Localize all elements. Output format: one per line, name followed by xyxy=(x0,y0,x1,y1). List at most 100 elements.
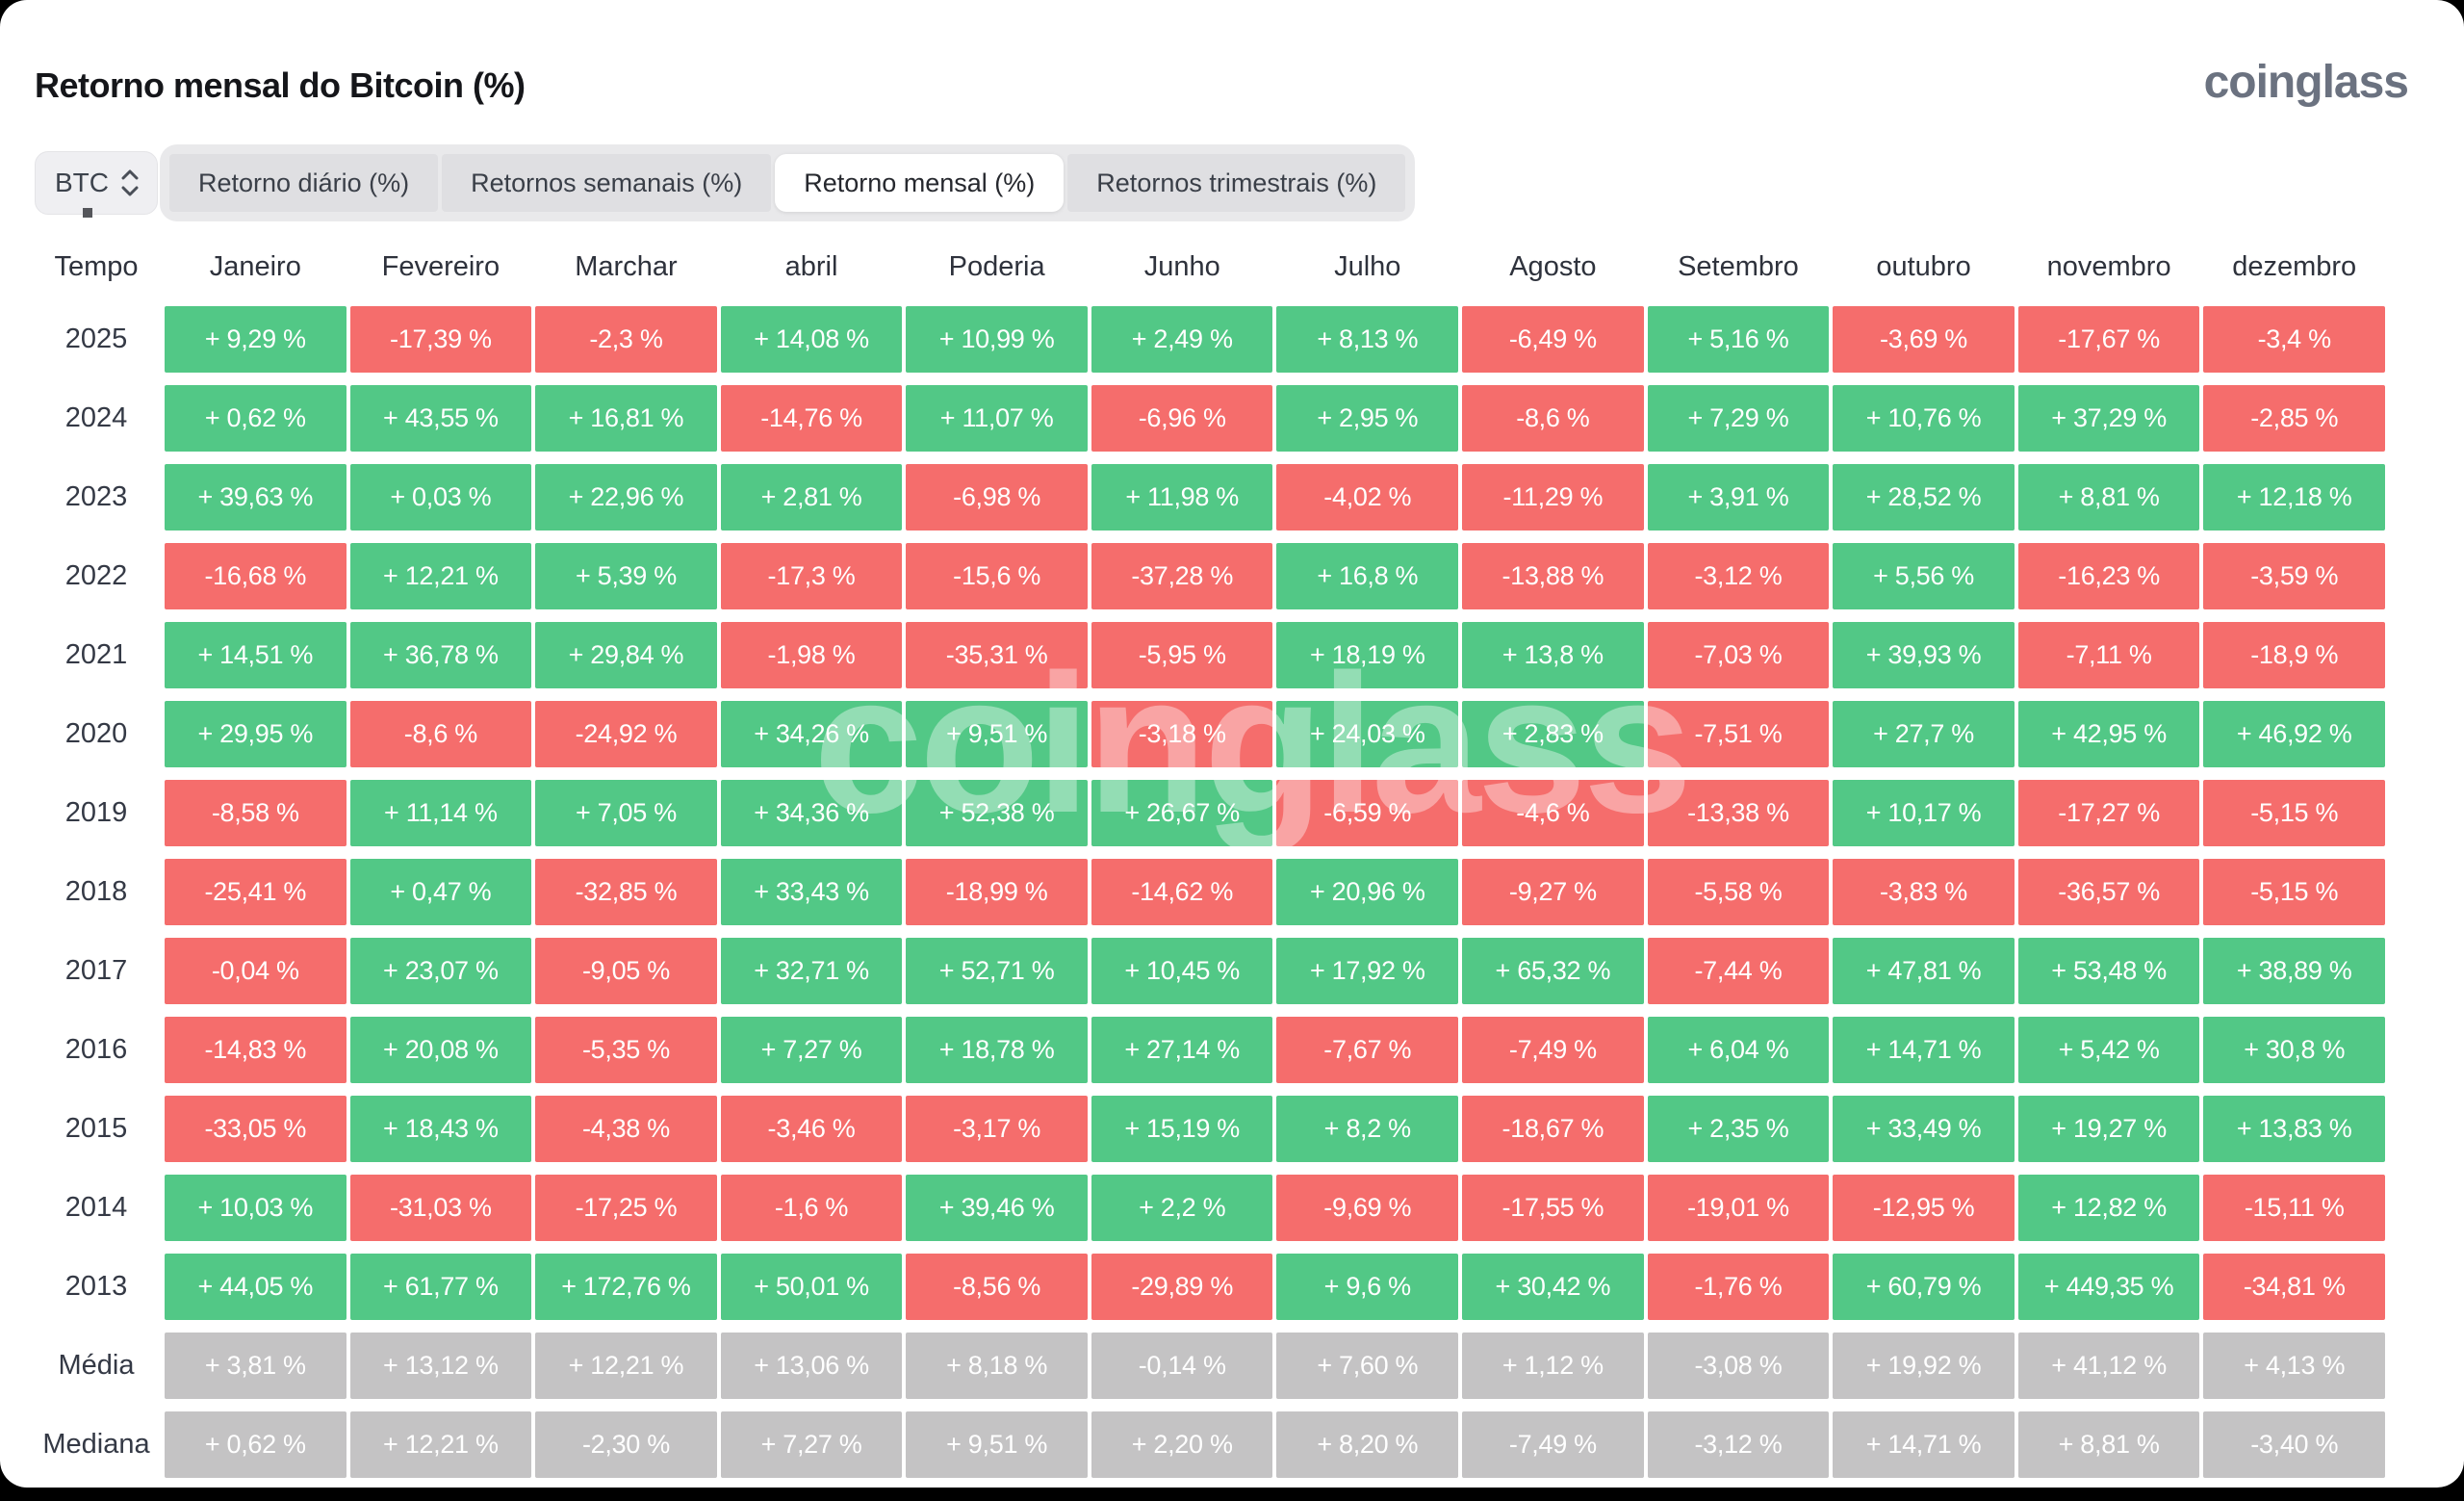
return-cell: + 24,03 % xyxy=(1276,701,1459,767)
return-cell: -5,35 % xyxy=(535,1017,717,1083)
return-cell: + 37,29 % xyxy=(2017,385,2200,452)
return-cell: -7,03 % xyxy=(1647,622,1830,688)
row-label: 2025 xyxy=(64,323,128,354)
updown-chevron-icon xyxy=(118,167,141,199)
return-cell: -13,38 % xyxy=(1647,780,1830,846)
table-row: 2023 + 39,63 % + 0,03 % + 22,96 % + 2,81 % -6… xyxy=(32,464,2385,531)
coin-selector-value: BTC xyxy=(55,168,109,197)
return-cell: + 0,62 % xyxy=(165,385,346,452)
return-cell: -32,85 % xyxy=(535,859,717,925)
return-cell: + 12,82 % xyxy=(2017,1175,2200,1241)
tab-3[interactable]: Retornos trimestrais (%) xyxy=(1067,154,1406,212)
return-cell: + 2,95 % xyxy=(1276,385,1459,452)
return-cell: -9,69 % xyxy=(1276,1175,1459,1241)
header-month: outubro xyxy=(1876,250,1971,282)
return-cell: -14,83 % xyxy=(165,1017,346,1083)
row-label: Média xyxy=(58,1350,135,1381)
row-label: 2017 xyxy=(64,955,128,986)
return-cell: + 41,12 % xyxy=(2017,1333,2200,1399)
return-cell: + 18,19 % xyxy=(1276,622,1459,688)
return-cell: + 30,42 % xyxy=(1462,1254,1644,1320)
return-cell: -3,69 % xyxy=(1833,306,2015,373)
return-cell: -7,51 % xyxy=(1647,701,1830,767)
row-label: 2024 xyxy=(64,402,128,433)
return-cell: -0,14 % xyxy=(1091,1333,1273,1399)
return-cell: -35,31 % xyxy=(906,622,1088,688)
return-cell: -3,18 % xyxy=(1091,701,1273,767)
return-cell: + 12,21 % xyxy=(535,1333,717,1399)
return-cell: -11,29 % xyxy=(1462,464,1644,531)
table-row: 2024 + 0,62 % + 43,55 % + 16,81 % -14,76 % + … xyxy=(32,385,2385,452)
return-cell: + 32,71 % xyxy=(720,938,903,1004)
header-month: novembro xyxy=(2046,250,2171,282)
header-month: Agosto xyxy=(1509,250,1597,282)
return-cell: + 33,43 % xyxy=(720,859,903,925)
return-cell: + 14,71 % xyxy=(1833,1411,2015,1478)
return-cell: -4,6 % xyxy=(1462,780,1644,846)
return-cell: + 23,07 % xyxy=(349,938,532,1004)
return-cell: + 42,95 % xyxy=(2017,701,2200,767)
return-cell: + 38,89 % xyxy=(2203,938,2385,1004)
return-cell: + 36,78 % xyxy=(349,622,532,688)
return-cell: -1,98 % xyxy=(720,622,903,688)
table-header-row: Tempo Janeiro Fevereiro Marchar abril Poderia… xyxy=(32,241,2385,293)
return-cell: + 9,51 % xyxy=(906,1411,1088,1478)
row-label: 2022 xyxy=(64,560,128,591)
return-cell: -8,58 % xyxy=(165,780,346,846)
return-cell: + 449,35 % xyxy=(2017,1254,2200,1320)
return-cell: -7,44 % xyxy=(1647,938,1830,1004)
table-row: 2015 -33,05 % + 18,43 % -4,38 % -3,46 % -3,17… xyxy=(32,1096,2385,1162)
header-month: Setembro xyxy=(1678,250,1799,282)
return-cell: + 11,98 % xyxy=(1091,464,1273,531)
return-cell: -5,15 % xyxy=(2203,780,2385,846)
return-cell: -17,25 % xyxy=(535,1175,717,1241)
return-cell: + 12,18 % xyxy=(2203,464,2385,531)
header-month: Julho xyxy=(1334,250,1401,282)
return-cell: + 2,83 % xyxy=(1462,701,1644,767)
return-cell: + 27,7 % xyxy=(1833,701,2015,767)
return-cell: -2,85 % xyxy=(2203,385,2385,452)
return-cell: -33,05 % xyxy=(165,1096,346,1162)
return-cell: + 0,03 % xyxy=(349,464,532,531)
return-cell: -25,41 % xyxy=(165,859,346,925)
return-cell: + 11,14 % xyxy=(349,780,532,846)
coin-selector-nub xyxy=(83,208,92,218)
tab-1[interactable]: Retornos semanais (%) xyxy=(442,154,772,212)
page-title: Retorno mensal do Bitcoin (%) xyxy=(35,65,526,105)
return-cell: + 5,42 % xyxy=(2017,1017,2200,1083)
return-cell: + 5,16 % xyxy=(1647,306,1830,373)
table-row: 2025 + 9,29 % -17,39 % -2,3 % + 14,08 % + 10,… xyxy=(32,306,2385,373)
header-month: Janeiro xyxy=(209,250,301,282)
return-cell: + 14,51 % xyxy=(165,622,346,688)
return-cell: -3,59 % xyxy=(2203,543,2385,609)
return-cell: + 47,81 % xyxy=(1833,938,2015,1004)
return-cell: + 14,71 % xyxy=(1833,1017,2015,1083)
return-cell: -7,67 % xyxy=(1276,1017,1459,1083)
return-cell: -37,28 % xyxy=(1091,543,1273,609)
return-cell: + 33,49 % xyxy=(1833,1096,2015,1162)
return-cell: -2,3 % xyxy=(535,306,717,373)
return-cell: + 1,12 % xyxy=(1462,1333,1644,1399)
return-cell: + 10,99 % xyxy=(906,306,1088,373)
return-cell: -8,56 % xyxy=(906,1254,1088,1320)
return-cell: -4,38 % xyxy=(535,1096,717,1162)
return-cell: -4,02 % xyxy=(1276,464,1459,531)
return-cell: -3,4 % xyxy=(2203,306,2385,373)
return-cell: -3,12 % xyxy=(1647,1411,1830,1478)
return-cell: -6,96 % xyxy=(1091,385,1273,452)
return-cell: -0,04 % xyxy=(165,938,346,1004)
return-cell: + 19,27 % xyxy=(2017,1096,2200,1162)
coin-selector[interactable]: BTC xyxy=(35,151,158,215)
return-cell: + 7,27 % xyxy=(720,1017,903,1083)
return-cell: + 39,63 % xyxy=(165,464,346,531)
return-cell: + 18,78 % xyxy=(906,1017,1088,1083)
return-cell: -19,01 % xyxy=(1647,1175,1830,1241)
tab-2[interactable]: Retorno mensal (%) xyxy=(775,154,1065,212)
return-cell: + 29,95 % xyxy=(165,701,346,767)
return-cell: -2,30 % xyxy=(535,1411,717,1478)
tab-0[interactable]: Retorno diário (%) xyxy=(169,154,439,212)
row-label: Mediana xyxy=(42,1429,150,1460)
return-cell: + 8,81 % xyxy=(2017,1411,2200,1478)
return-cell: + 172,76 % xyxy=(535,1254,717,1320)
